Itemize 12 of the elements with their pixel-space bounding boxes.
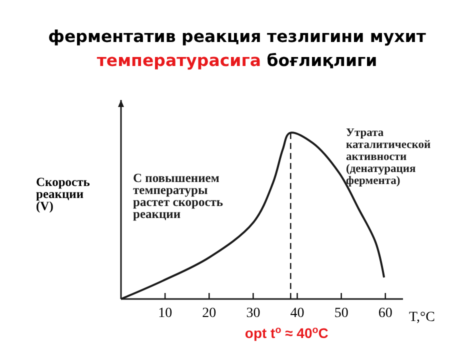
x-tick-label: 50: [334, 306, 348, 321]
y-axis-title: Скорость реакции (V): [36, 175, 90, 213]
chart-title: ферментатив реакция тезлигини мухит температурасига боғлиқлиги: [48, 27, 426, 70]
x-tick-label: 40: [290, 306, 304, 321]
x-axis-title: T,°C: [409, 310, 435, 325]
x-tick-label: 60: [378, 306, 392, 321]
x-tick-label: 30: [246, 306, 260, 321]
annotation: Утрата каталитической активности (денатурация фермента): [346, 127, 431, 187]
x-tick-label: 20: [202, 306, 216, 321]
annotation: С повышением температуры растет скорость реакции: [133, 171, 224, 221]
x-tick-label: 10: [158, 306, 172, 321]
text: opt t$^{o}$ ≈ 40$^{o}$C: [244, 324, 328, 341]
